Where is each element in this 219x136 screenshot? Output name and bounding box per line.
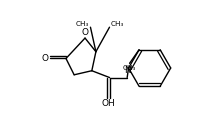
Text: O: O xyxy=(81,28,88,37)
Text: CH₃: CH₃ xyxy=(111,21,124,27)
Text: N: N xyxy=(124,66,131,75)
Text: CH₃: CH₃ xyxy=(123,65,136,71)
Text: CH₃: CH₃ xyxy=(76,21,89,27)
Text: OH: OH xyxy=(101,99,115,108)
Text: O: O xyxy=(41,54,48,63)
